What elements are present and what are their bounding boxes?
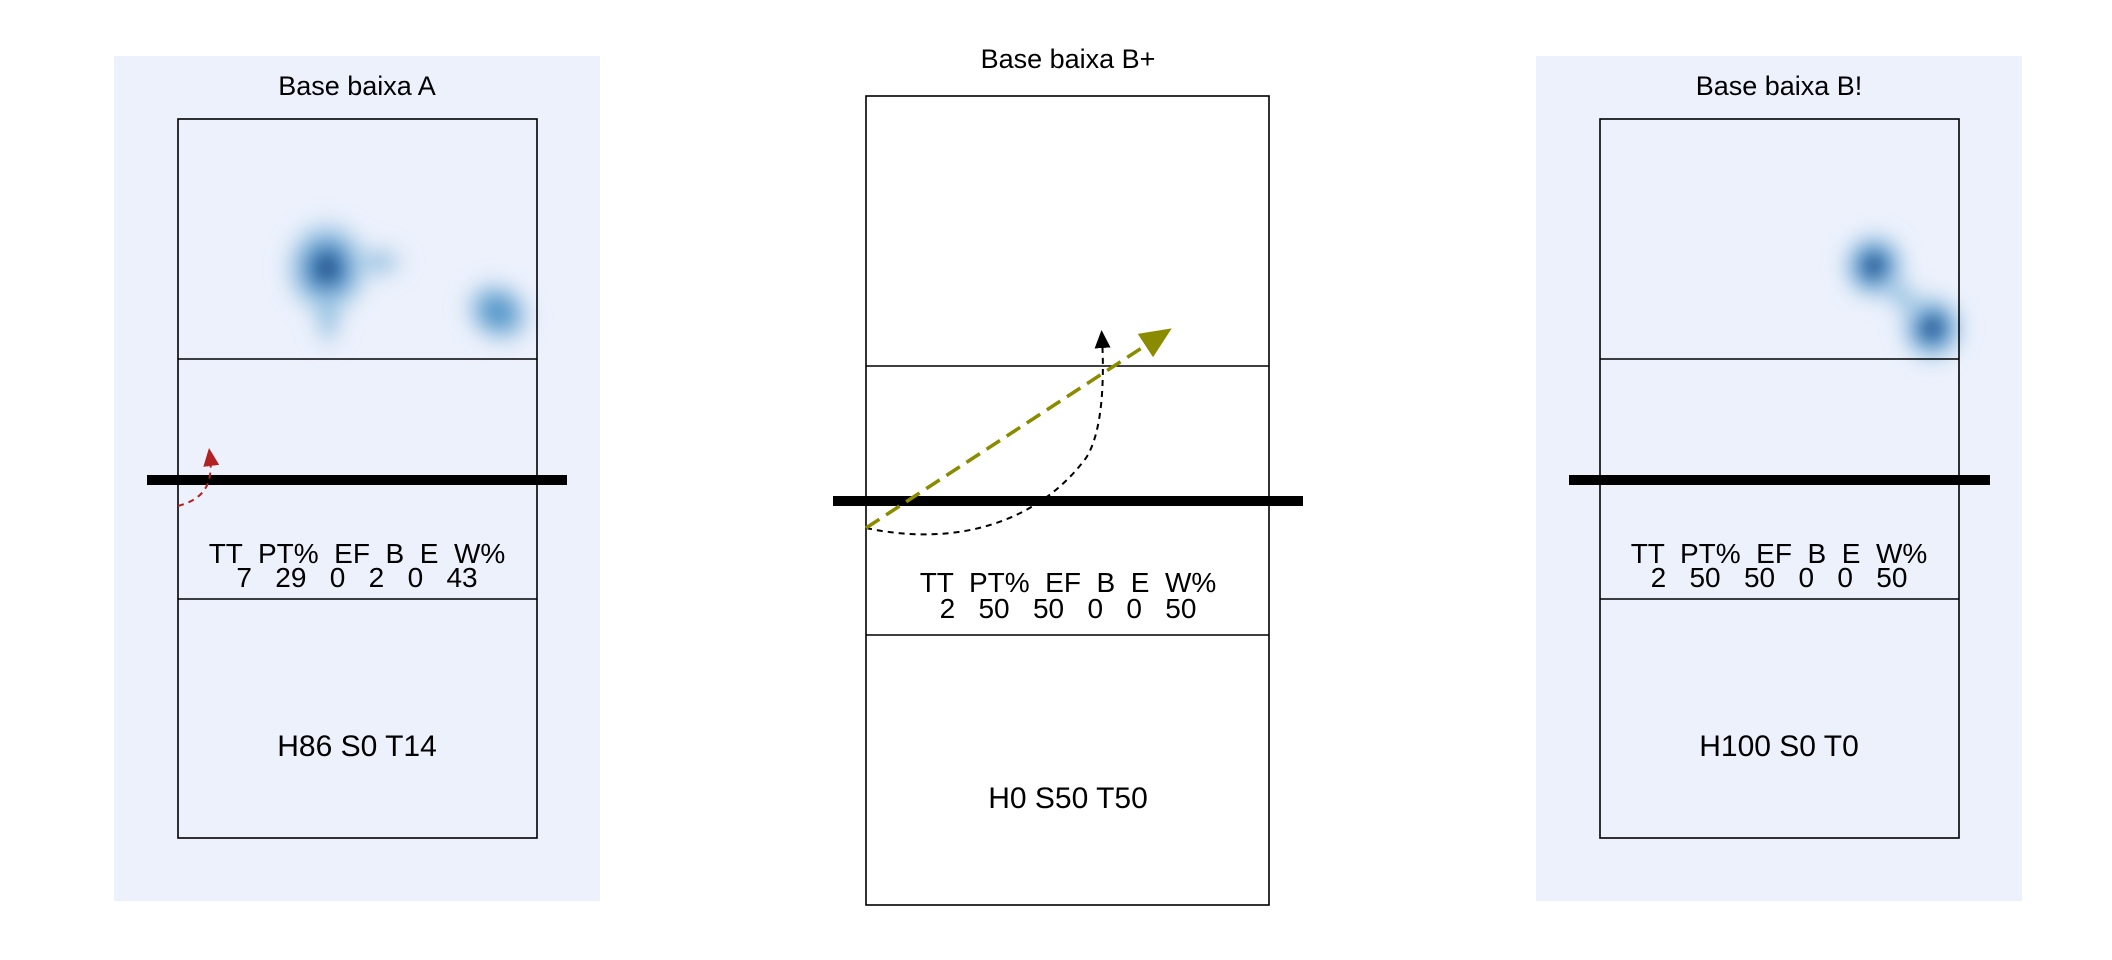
heatmap-spread [346,236,414,288]
distribution-label: H0 S50 T50 [988,782,1148,815]
trajectory-arrow-olive [865,328,1172,530]
heatmap-tail [304,282,352,358]
distribution-label: H86 S0 T14 [277,730,437,763]
stats-values: 2 50 50 0 0 50 [940,593,1197,624]
panel-title: Base baixa A [278,71,436,101]
distribution-label: H100 S0 T0 [1699,730,1859,763]
heatmap-hotspot [275,210,379,326]
stats-header: TT PT% EF B E W% [920,567,1217,598]
stats-header: TT PT% EF B E W% [209,538,506,569]
heatmap-hotspot-secondary [455,271,541,353]
heatmap [275,210,541,358]
heatmap-bridge [1872,266,1934,328]
panel-base-baixa-b-plus: Base baixa B+ TT PT% EF B E W% 2 50 50 0… [833,44,1303,906]
trajectory-arrow-black [865,330,1111,536]
stats-values: 7 29 0 2 0 43 [236,562,477,593]
trajectory-arrow [177,448,220,507]
panel-title: Base baixa B+ [981,44,1156,74]
panel-base-baixa-b-exclaim: Base baixa B! TT PT% EF B E W% 2 50 50 0… [1536,56,2022,901]
stats-values: 2 50 50 0 0 50 [1651,562,1908,593]
stats-header: TT PT% EF B E W% [1631,538,1928,569]
panel-base-baixa-a: Base baixa A TT PT% EF B E W% 7 29 0 2 0… [114,56,600,901]
heatmap [1834,224,1972,370]
panel-title: Base baixa B! [1696,71,1863,101]
